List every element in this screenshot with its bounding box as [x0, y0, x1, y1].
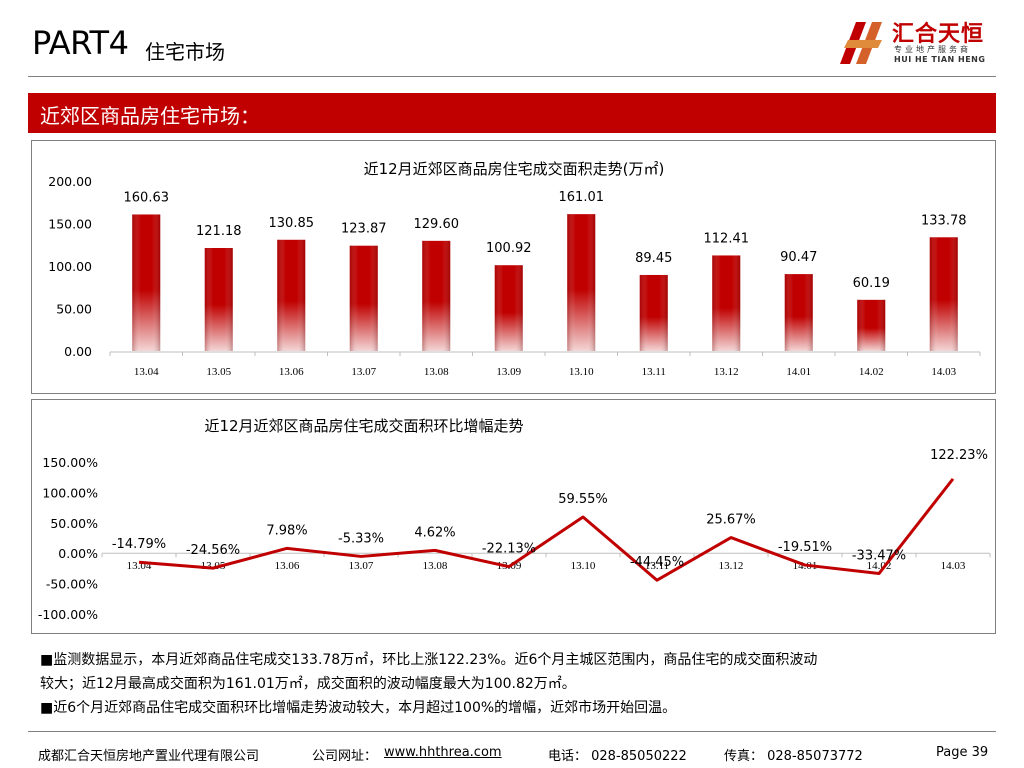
- note-line-1: ■监测数据显示，本月近郊商品住宅成交133.78万㎡，环比上涨122.23%。近…: [40, 652, 818, 668]
- footer-fax: 传真： 028-85073772: [724, 749, 863, 764]
- y-tick-label: -50.00%: [46, 577, 98, 592]
- footer-website-link[interactable]: www.hhthrea.com: [384, 745, 502, 760]
- bar-chart-title: 近12月近郊区商品房住宅成交面积走势(万㎡): [364, 160, 665, 178]
- bar-shading: [784, 274, 813, 351]
- bar-value-label: 60.19: [853, 276, 890, 291]
- footer-company: 成都汇合天恒房地产置业代理有限公司: [38, 749, 260, 764]
- footer-phone: 电话： 028-85050222: [548, 749, 687, 764]
- bar-value-label: 160.63: [124, 190, 170, 205]
- page-header: PART4 住宅市场 汇合天恒 专业地产服务商 HUI HE TIAN HENG: [0, 0, 1024, 78]
- point-value-label: -14.79%: [112, 537, 166, 552]
- header-divider: [28, 76, 996, 77]
- company-logo: 汇合天恒 专业地产服务商 HUI HE TIAN HENG: [838, 16, 998, 68]
- x-tick-label: 13.04: [134, 366, 159, 378]
- note-line-3: ■近6个月近郊商品住宅成交面积环比增幅走势波动较大，本月超过100%的增幅，近郊…: [40, 700, 677, 716]
- bar-shading: [132, 214, 161, 351]
- y-tick-label: 150.00%: [42, 455, 98, 470]
- x-tick-label: 13.06: [279, 366, 304, 378]
- section-title: 近郊区商品房住宅市场：: [40, 104, 260, 128]
- x-tick-label: 13.05: [206, 366, 231, 378]
- bar-value-label: 161.01: [559, 190, 605, 205]
- point-value-label: 122.23%: [930, 448, 988, 463]
- bar-value-label: 123.87: [341, 222, 387, 237]
- bar-chart-panel: 近12月近郊区商品房住宅成交面积走势(万㎡) 200.00 150.00 100.0…: [31, 140, 996, 394]
- part-number: PART4: [32, 24, 129, 62]
- point-value-label: -24.56%: [186, 543, 240, 558]
- y-tick-label: 0.00: [64, 344, 92, 359]
- bar-shading: [422, 240, 451, 351]
- x-tick-label: 13.09: [496, 366, 521, 378]
- logo-chinese-name: 汇合天恒: [892, 22, 985, 47]
- x-tick-label: 13.08: [424, 366, 449, 378]
- analysis-notes: ■监测数据显示，本月近郊商品住宅成交133.78万㎡，环比上涨122.23%。近…: [40, 648, 990, 720]
- bar-shading: [349, 245, 378, 351]
- point-value-label: 59.55%: [558, 492, 608, 507]
- x-tick-label: 13.08: [423, 560, 448, 572]
- bar-shading: [277, 239, 306, 351]
- y-tick-label: 50.00%: [50, 516, 98, 531]
- bar-shading: [712, 255, 741, 351]
- bar-shading: [639, 274, 668, 351]
- logo-mark-icon: [840, 22, 882, 64]
- bar-value-label: 130.85: [269, 216, 315, 231]
- x-tick-label: 13.11: [642, 366, 666, 378]
- x-tick-label: 13.05: [201, 560, 226, 572]
- x-tick-label: 13.10: [571, 560, 596, 572]
- page-footer: 成都汇合天恒房地产置业代理有限公司 公司网址： www.hhthrea.com …: [38, 745, 988, 765]
- x-tick-label: 14.03: [941, 560, 966, 572]
- bar-value-label: 89.45: [635, 251, 672, 266]
- bar-value-label: 112.41: [704, 231, 750, 246]
- bar-shading: [494, 265, 523, 351]
- logo-tagline: 专业地产服务商: [894, 45, 971, 54]
- x-tick-label: 13.11: [645, 560, 669, 572]
- y-tick-label: 100.00: [48, 259, 92, 274]
- y-tick-label: 100.00%: [42, 485, 98, 500]
- point-value-label: -5.33%: [338, 531, 384, 546]
- line-chart-panel: 近12月近郊区商品房住宅成交面积环比增幅走势 150.00% 100.00% 50.…: [31, 399, 996, 634]
- y-tick-label: 0.00%: [58, 546, 98, 561]
- x-tick-label: 14.02: [859, 366, 884, 378]
- y-tick-label: 200.00: [48, 174, 92, 189]
- point-value-label: 7.98%: [266, 523, 307, 538]
- point-value-label: 25.67%: [706, 513, 756, 528]
- x-tick-label: 14.01: [786, 366, 811, 378]
- footer-divider: [28, 731, 996, 732]
- x-tick-label: 13.07: [351, 366, 376, 378]
- footer-website-label: 公司网址：: [312, 749, 378, 764]
- point-value-label: -19.51%: [778, 540, 832, 555]
- logo-english-name: HUI HE TIAN HENG: [894, 55, 986, 64]
- bar-shading: [857, 299, 886, 351]
- bar-shading: [204, 247, 233, 351]
- point-value-label: 4.62%: [414, 525, 455, 540]
- bar-value-label: 90.47: [780, 250, 817, 265]
- x-tick-label: 13.12: [714, 366, 739, 378]
- y-tick-label: 50.00: [56, 302, 92, 317]
- point-value-label: -44.45%: [630, 555, 684, 570]
- part-title: 住宅市场: [145, 40, 225, 64]
- point-value-label: -33.47%: [852, 549, 906, 564]
- footer-page-number: Page 39: [936, 745, 989, 760]
- section-banner: 近郊区商品房住宅市场：: [28, 93, 996, 133]
- bar-chart: 近12月近郊区商品房住宅成交面积走势(万㎡) 200.00 150.00 100.0…: [48, 160, 981, 378]
- y-tick-label: 150.00: [48, 217, 92, 232]
- y-tick-label: -100.00%: [38, 607, 98, 622]
- bar-value-label: 121.18: [196, 224, 242, 239]
- x-tick-label: 13.10: [569, 366, 594, 378]
- x-tick-label: 13.06: [275, 560, 300, 572]
- trend-line: [138, 477, 955, 582]
- note-line-2: 较大；近12月最高成交面积为161.01万㎡，成交面积的波动幅度最大为100.8…: [40, 676, 576, 692]
- x-tick-label: 13.07: [349, 560, 374, 572]
- bar-shading: [929, 237, 958, 351]
- line-chart-title: 近12月近郊区商品房住宅成交面积环比增幅走势: [204, 417, 523, 435]
- bar-value-label: 129.60: [414, 217, 460, 232]
- bar-value-label: 133.78: [921, 213, 967, 228]
- bar-value-label: 100.92: [486, 241, 532, 256]
- x-tick-label: 13.12: [719, 560, 744, 572]
- line-chart: 近12月近郊区商品房住宅成交面积环比增幅走势 150.00% 100.00% 50.…: [38, 417, 991, 622]
- bar-shading: [567, 214, 596, 351]
- x-tick-label: 14.03: [931, 366, 956, 378]
- point-value-label: -22.13%: [482, 542, 536, 557]
